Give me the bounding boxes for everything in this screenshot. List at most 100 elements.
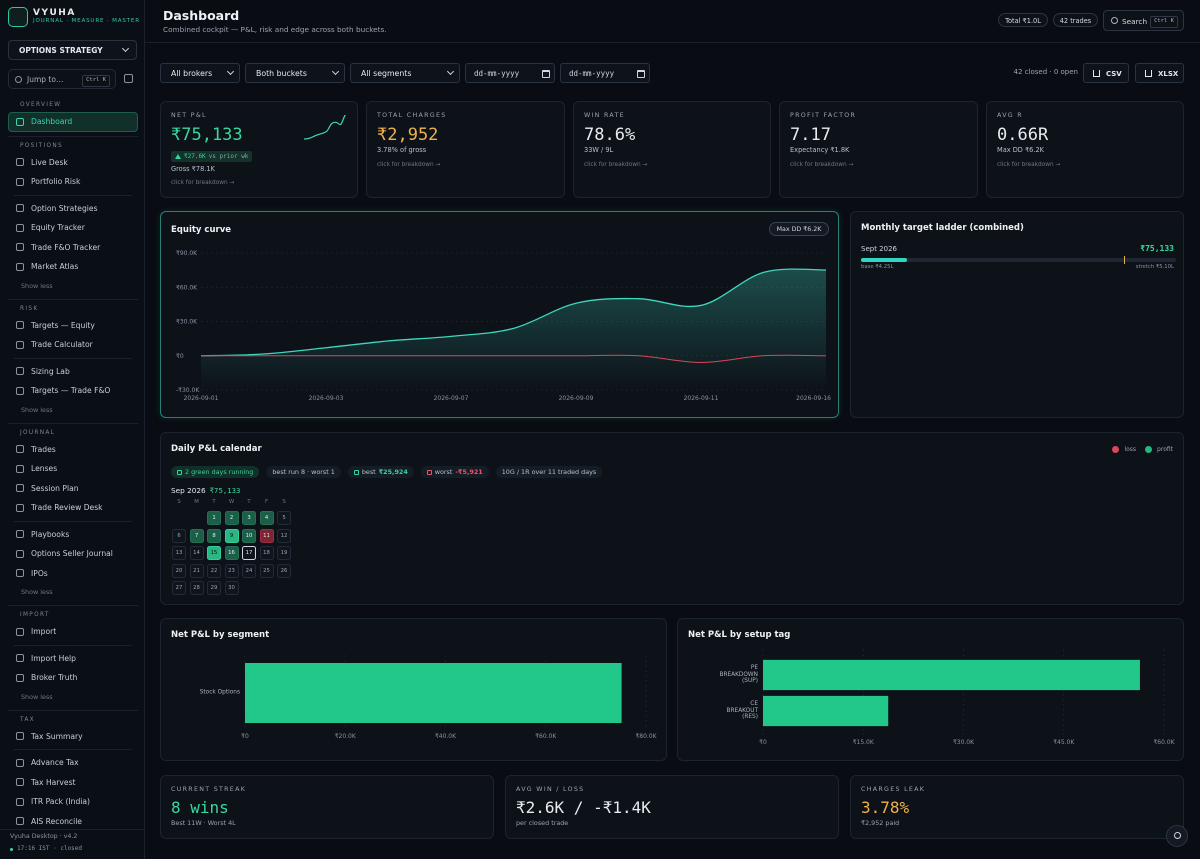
day-cell[interactable]: 13 [172, 546, 186, 560]
day-cell[interactable]: 21 [189, 563, 204, 578]
day-cell[interactable]: 17 [242, 546, 256, 560]
show-less[interactable]: Show less [21, 692, 53, 701]
kpi-note: 33W / 9L [584, 146, 614, 154]
nav-item[interactable]: Equity Tracker [8, 218, 138, 238]
kpi-note: Gross ₹78.1K [171, 165, 215, 173]
export-button[interactable]: XLSX [1135, 63, 1184, 83]
day-cell[interactable]: 27 [172, 581, 186, 595]
nav-item[interactable]: Session Plan [8, 479, 138, 499]
day-cell[interactable]: 25 [259, 563, 274, 578]
chip: best run 8 · worst 1 [266, 466, 341, 478]
weekday-label: T [212, 499, 216, 505]
nav-item[interactable]: IPOs [8, 564, 138, 584]
equity-card: Equity curve Max DD ₹6.2K -₹30.0K ₹0 ₹30.0K ₹… [160, 211, 839, 418]
export-button[interactable]: CSV [1083, 63, 1129, 83]
kpi-note: 3.78% of gross [377, 146, 427, 154]
nav-label: Session Plan [31, 483, 79, 493]
nav-item[interactable]: AIS Reconcile [8, 812, 138, 830]
nav-item[interactable]: Portfolio Risk [8, 172, 138, 192]
kpi-card[interactable]: TOTAL CHARGES ₹2,952 3.78% of gross click f… [366, 101, 565, 198]
nav-item[interactable]: Import [8, 622, 138, 642]
day-cell[interactable]: 16 [224, 546, 239, 560]
day-cell[interactable]: 28 [189, 581, 204, 595]
kpi-card[interactable]: AVG R 0.66R Max DD ₹6.2K click for breakdow… [986, 101, 1184, 198]
download-icon [1145, 70, 1152, 77]
day-cell[interactable]: 4 [259, 511, 274, 525]
nav-section: IMPORT Import Import Help Broker Truth Show … [8, 605, 138, 706]
day-cell[interactable]: 10 [242, 528, 256, 543]
nav-item[interactable]: Advance Tax [8, 753, 138, 773]
date-input[interactable]: dd-mm-yyyy [465, 63, 555, 83]
legend-swatch [1145, 446, 1153, 453]
day-cell[interactable]: 29 [207, 581, 221, 595]
day-cell[interactable]: 5 [277, 511, 291, 525]
nav-item[interactable]: Live Desk [8, 153, 138, 173]
nav-label: AIS Reconcile [31, 816, 82, 826]
day-cell[interactable]: 9 [224, 528, 239, 543]
day-cell[interactable]: 3 [242, 511, 256, 525]
date-input[interactable]: dd-mm-yyyy [560, 63, 650, 83]
nav-item[interactable]: Trade Review Desk [8, 498, 138, 518]
nav-item[interactable]: Trade F&O Tracker [8, 238, 138, 258]
search-button[interactable]: Search Ctrl K [1103, 10, 1184, 31]
day-cell[interactable]: 11 [259, 528, 274, 543]
help-button[interactable] [1166, 825, 1188, 847]
day-cell[interactable]: 26 [277, 563, 291, 578]
nav-icon [16, 117, 24, 126]
day-cell[interactable]: 30 [224, 581, 239, 595]
kpi-card[interactable]: PROFIT FACTOR 7.17 Expectancy ₹1.8K click f… [779, 101, 978, 198]
max-dd-badge: Max DD ₹6.2K [769, 222, 829, 236]
strategy-select[interactable]: OPTIONS STRATEGY [8, 40, 137, 60]
footer-divider [0, 829, 144, 830]
day-cell[interactable]: 23 [224, 563, 239, 578]
day-cell[interactable]: 18 [259, 546, 274, 560]
filter-select[interactable]: All segments [350, 63, 460, 83]
nav-item[interactable]: ITR Pack (India) [8, 792, 138, 812]
nav-label: Option Strategies [31, 203, 98, 213]
nav-label: Market Atlas [31, 262, 79, 272]
nav-item[interactable]: Targets — Equity [8, 316, 138, 336]
nav-item[interactable]: Market Atlas [8, 257, 138, 277]
nav-item[interactable]: Targets — Trade F&O [8, 381, 138, 401]
nav-item[interactable]: Dashboard [8, 112, 138, 132]
day-cell[interactable]: 12 [277, 528, 291, 543]
filter-select[interactable]: All brokers [160, 63, 240, 83]
nav-item[interactable]: Trade Calculator [8, 335, 138, 355]
day-cell[interactable]: 6 [172, 528, 186, 543]
nav-item[interactable]: Tax Summary [8, 727, 138, 747]
kpi-label: NET P&L [171, 112, 207, 119]
nav-item[interactable]: Tax Harvest [8, 773, 138, 793]
show-less[interactable]: Show less [21, 405, 53, 414]
nav-item[interactable]: Lenses [8, 459, 138, 479]
nav-item[interactable]: Option Strategies [8, 199, 138, 219]
nav-item[interactable]: Broker Truth [8, 668, 138, 688]
nav-item[interactable]: Import Help [8, 649, 138, 669]
day-cell[interactable]: 24 [242, 563, 256, 578]
kpi-card[interactable]: WIN RATE 78.6% 33W / 9L click for breakdown… [573, 101, 771, 198]
day-cell[interactable]: 2 [224, 511, 239, 525]
day-cell[interactable]: 19 [277, 546, 291, 560]
nav-label: Import [31, 627, 57, 637]
filter-select[interactable]: Both buckets [245, 63, 345, 83]
nav-icon [16, 177, 24, 186]
day-cell[interactable]: 1 [207, 511, 221, 525]
day-cell[interactable]: 15 [207, 546, 221, 560]
x-tick-label: ₹0 [759, 739, 767, 746]
nav-item[interactable]: Trades [8, 440, 138, 460]
jump-to[interactable]: Jump to… Ctrl K [8, 69, 116, 89]
nav-item[interactable]: Sizing Lab [8, 362, 138, 382]
day-cell[interactable]: 20 [172, 563, 186, 578]
day-cell[interactable]: 22 [207, 563, 221, 578]
day-cell[interactable]: 14 [189, 546, 204, 560]
card-title: Daily P&L calendar [171, 444, 262, 454]
nav-item[interactable]: Playbooks [8, 525, 138, 545]
show-less[interactable]: Show less [21, 588, 53, 596]
nav-icon [16, 797, 24, 806]
chip: best ₹25,924 [347, 466, 414, 478]
kpi-card[interactable]: NET P&L ₹75,133 ₹27.6K vs prior wk Gross ₹78… [160, 101, 358, 198]
kpi-card: CHARGES LEAK 3.78% ₹2,952 paid [850, 775, 1184, 839]
day-cell[interactable]: 7 [189, 528, 204, 543]
nav-item[interactable]: Options Seller Journal [8, 544, 138, 564]
day-cell[interactable]: 8 [207, 528, 221, 543]
show-less[interactable]: Show less [21, 281, 53, 290]
